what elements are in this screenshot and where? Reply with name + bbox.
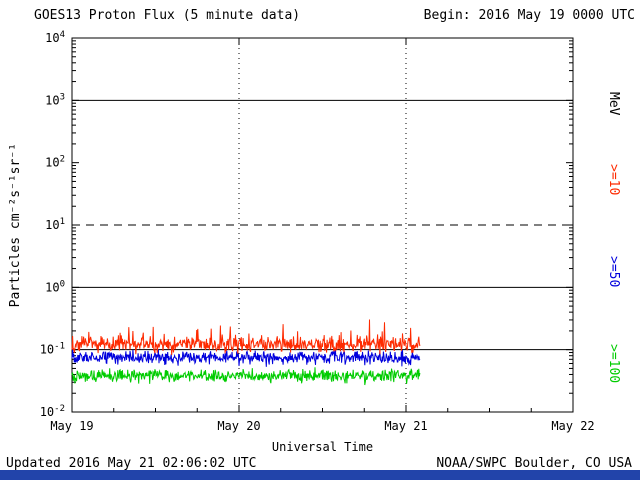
y-axis-label-wrap: Particles cm⁻²s⁻¹sr⁻¹ (2, 38, 28, 412)
y-axis-tick-label: 102 (45, 155, 65, 170)
legend-ge50-label: >=50 (606, 256, 621, 288)
x-axis-tick-label: May 22 (551, 419, 594, 433)
legend-ge100-label: >=100 (606, 344, 621, 384)
y-axis-tick-label: 103 (45, 92, 65, 107)
y-axis-tick-label: 104 (45, 30, 65, 45)
flux-series-gege100 (71, 367, 421, 386)
chart-title: GOES13 Proton Flux (5 minute data) (34, 8, 301, 23)
right-axis-units-label: MeV (606, 92, 621, 116)
y-axis-tick-label: 10-1 (40, 342, 65, 357)
flux-series-gege50 (71, 349, 421, 367)
y-axis-label: Particles cm⁻²s⁻¹sr⁻¹ (7, 142, 23, 308)
begin-timestamp-label: Begin: 2016 May 19 0000 UTC (423, 8, 635, 23)
y-axis-tick-label: 101 (45, 217, 65, 232)
x-axis-tick-label: May 19 (50, 419, 93, 433)
flux-series-gege10 (71, 319, 421, 356)
credit-label: NOAA/SWPC Boulder, CO USA (436, 456, 632, 471)
y-axis-tick-label: 10-2 (40, 404, 65, 419)
updated-timestamp: Updated 2016 May 21 02:06:02 UTC (6, 456, 257, 471)
footer-bar (0, 470, 640, 480)
x-axis-tick-label: May 20 (217, 419, 260, 433)
y-axis-tick-label: 100 (45, 279, 65, 294)
x-axis-label: Universal Time (271, 440, 374, 454)
x-axis-tick-label: May 21 (384, 419, 427, 433)
legend-ge10-label: >=10 (606, 164, 621, 196)
